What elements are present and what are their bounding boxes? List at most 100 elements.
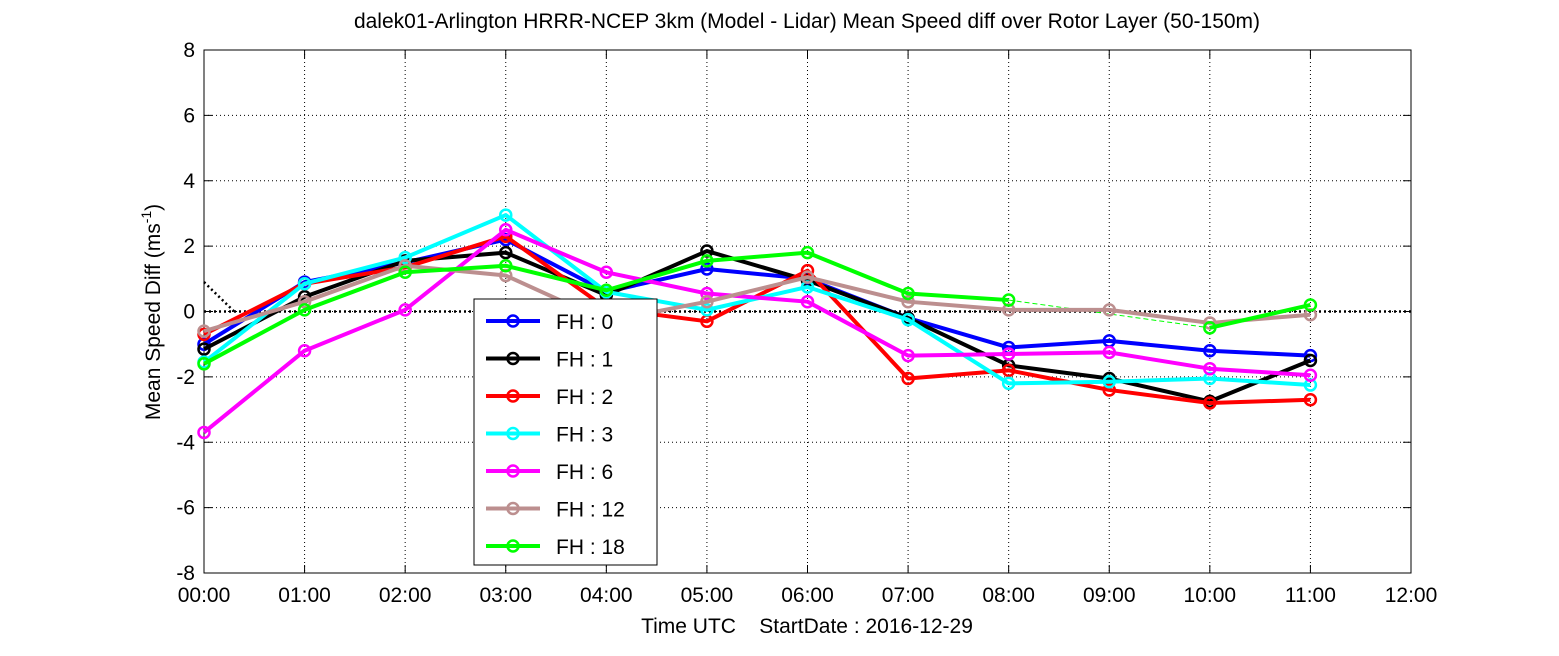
legend-label: FH : 1 <box>556 349 613 372</box>
data-point <box>1203 396 1217 410</box>
data-point <box>297 303 312 317</box>
data-point <box>1203 343 1217 358</box>
series-6 <box>197 245 1318 371</box>
data-point <box>1203 321 1217 335</box>
x-tick-label: 05:00 <box>681 584 734 607</box>
data-point <box>1203 361 1217 376</box>
data-point <box>398 250 412 265</box>
data-point <box>197 324 211 338</box>
x-tick-label: 03:00 <box>479 584 532 607</box>
series-line <box>203 234 1311 406</box>
data-point <box>700 286 714 301</box>
data-point <box>297 294 312 309</box>
x-tick-label: 10:00 <box>1184 584 1237 607</box>
x-tick-label: 12:00 <box>1385 584 1438 607</box>
legend-marker <box>506 539 520 553</box>
data-point <box>1303 298 1318 312</box>
y-tick-label: 6 <box>183 104 195 127</box>
legend-label: FH : 12 <box>556 499 625 522</box>
data-point <box>901 312 915 327</box>
legend-marker <box>506 351 520 366</box>
data-point <box>398 265 412 280</box>
y-axis-label-tail: ) <box>142 204 165 211</box>
data-point <box>700 254 714 268</box>
x-tick-label: 04:00 <box>580 584 633 607</box>
data-point <box>197 357 211 371</box>
data-point <box>1001 347 1016 361</box>
x-tick-labels: 00:00 01:00 02:00 03:00 04:00 05:00 06:00 07:00… <box>178 584 1438 607</box>
legend-label: FH : 2 <box>556 386 613 409</box>
data-point <box>197 425 211 440</box>
data-point <box>800 294 815 309</box>
y-tick-label: 4 <box>183 170 195 193</box>
data-point <box>700 294 714 309</box>
data-point <box>1303 353 1318 368</box>
x-tick-label: 02:00 <box>379 584 432 607</box>
data-point <box>499 245 513 260</box>
data-point <box>499 258 513 273</box>
y-tick-label: 0 <box>183 301 195 324</box>
y-axis-label-main: Mean Speed Diff (ms <box>142 223 165 420</box>
x-tick-label: 07:00 <box>882 584 935 607</box>
series-line <box>1209 303 1311 330</box>
series-line <box>203 263 1311 334</box>
data-point <box>1102 345 1116 360</box>
data-point <box>1203 316 1217 330</box>
data-point <box>901 294 915 309</box>
series-4 <box>197 223 1318 440</box>
legend-label: FH : 18 <box>556 536 625 559</box>
legend-marker <box>506 501 520 516</box>
data-point <box>1001 363 1016 378</box>
data-point <box>297 276 312 291</box>
y-tick-label: -4 <box>176 431 195 454</box>
y-tick-labels: -8 -6 -4 -2 0 2 4 6 8 <box>176 39 195 585</box>
data-point <box>599 265 614 280</box>
y-tick-label: -6 <box>176 497 195 520</box>
x-axis-label: Time UTC StartDate : 2016-12-29 <box>641 615 973 638</box>
y-tick-label: 2 <box>183 235 195 258</box>
data-point <box>1102 375 1116 389</box>
y-tick-label: 8 <box>183 39 195 62</box>
data-point <box>700 262 714 276</box>
data-point <box>398 303 412 317</box>
data-point <box>1102 303 1116 317</box>
data-point <box>197 342 211 356</box>
x-tick-label: 08:00 <box>982 584 1035 607</box>
data-point <box>901 286 915 301</box>
y-tick-label: -2 <box>176 366 195 389</box>
x-tick-label: 01:00 <box>278 584 331 607</box>
data-point <box>1102 383 1116 397</box>
x-tick-label: 11:00 <box>1285 584 1336 607</box>
data-point <box>901 348 915 363</box>
chart-title: dalek01-Arlington HRRR-NCEP 3km (Model -… <box>354 10 1260 33</box>
data-point <box>1001 293 1016 307</box>
series-3 <box>197 208 1318 392</box>
dotted-segment <box>203 281 236 313</box>
data-point <box>599 283 614 298</box>
x-tick-label: 00:00 <box>178 584 231 607</box>
series-line <box>203 250 1009 366</box>
data-point <box>1303 393 1318 407</box>
data-point <box>800 270 815 284</box>
data-point <box>1303 368 1318 382</box>
legend-marker <box>506 426 520 441</box>
fh18-gap-segment <box>1008 299 1210 329</box>
series-line <box>202 227 1311 434</box>
x-tick-label: 09:00 <box>1083 584 1136 607</box>
legend: FH : 0 FH : 1 FH : 2 FH : 3 FH : 6 FH : 12 FH … <box>473 298 658 566</box>
data-point <box>297 343 312 358</box>
data-point <box>499 208 513 222</box>
y-tick-label: -8 <box>176 562 195 585</box>
series-layer <box>197 208 1411 440</box>
data-point <box>800 245 815 260</box>
legend-label: FH : 3 <box>556 424 613 447</box>
legend-marker <box>506 464 520 478</box>
data-point <box>700 303 714 317</box>
legend-marker <box>506 389 520 403</box>
data-point <box>499 223 513 237</box>
legend-label: FH : 6 <box>556 461 613 484</box>
legend-marker <box>506 314 520 328</box>
y-axis-label-sup: -1 <box>138 211 154 224</box>
legend-label: FH : 0 <box>556 311 613 334</box>
